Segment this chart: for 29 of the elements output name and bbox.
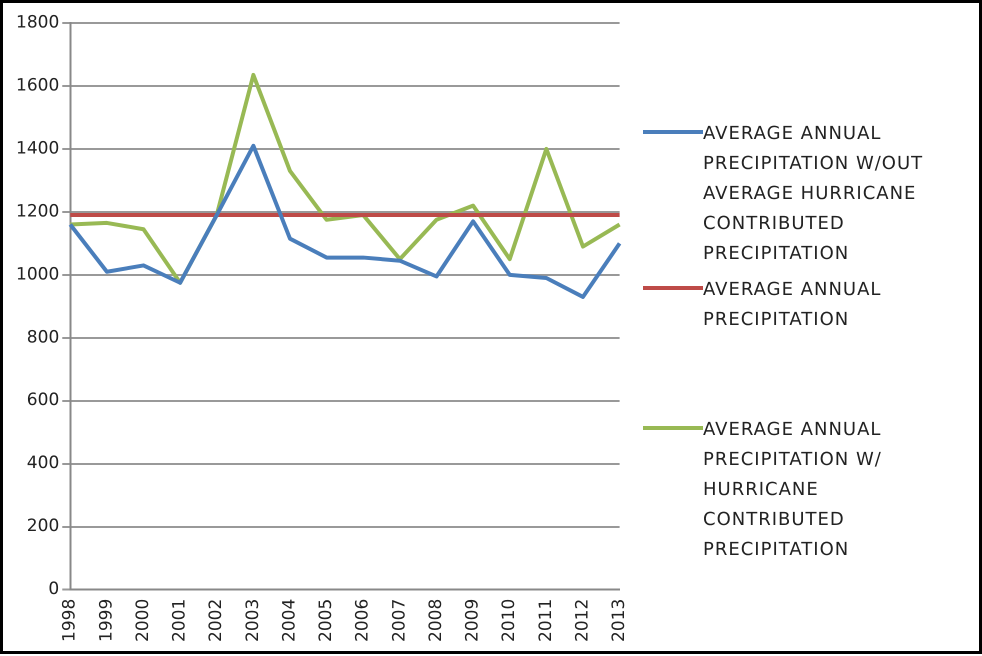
y-tick-label: 1000 [16,264,60,284]
x-tick-label: 2001 [170,598,190,642]
x-tick-label: 2004 [279,598,300,642]
x-tick-label: 2002 [206,598,226,642]
x-tick-label: 2011 [536,598,556,642]
y-tick-label: 0 [48,579,60,600]
x-tick-label: 2009 [462,598,483,642]
legend-label: AVERAGE ANNUAL PRECIPITATION W/OUT AVERAGE HURRICANE CONTRIBUTED PRECIPITATION [703,122,924,266]
x-tick-label: 2006 [352,598,373,642]
y-tick-label: 1800 [16,12,60,32]
x-tick-label: 1999 [96,598,116,642]
x-tick-label: 2008 [426,598,446,642]
y-tick-label: 1400 [16,138,60,158]
legend-label: AVERAGE ANNUAL PRECIPITATION [703,278,882,332]
x-tick-label: 2012 [572,598,592,642]
x-tick-label: 2010 [499,598,520,642]
y-tick-label: 600 [26,390,60,410]
y-tick-label: 1200 [16,201,60,222]
x-tick-label: 2005 [316,598,336,642]
x-tick-label: 1998 [60,598,80,642]
x-tick-label: 2000 [132,598,153,642]
y-tick-label: 800 [26,327,60,348]
x-tick-label: 2003 [242,598,263,642]
x-tick-label: 2007 [389,598,410,642]
legend-label: AVERAGE ANNUAL PRECIPITATION W/ HURRICANE CONTRIBUTED PRECIPITATION [703,418,883,562]
x-tick-label: 2013 [609,598,630,642]
y-tick-label: 400 [26,453,60,474]
y-tick-label: 200 [26,516,60,536]
y-tick-label: 1600 [16,75,60,96]
